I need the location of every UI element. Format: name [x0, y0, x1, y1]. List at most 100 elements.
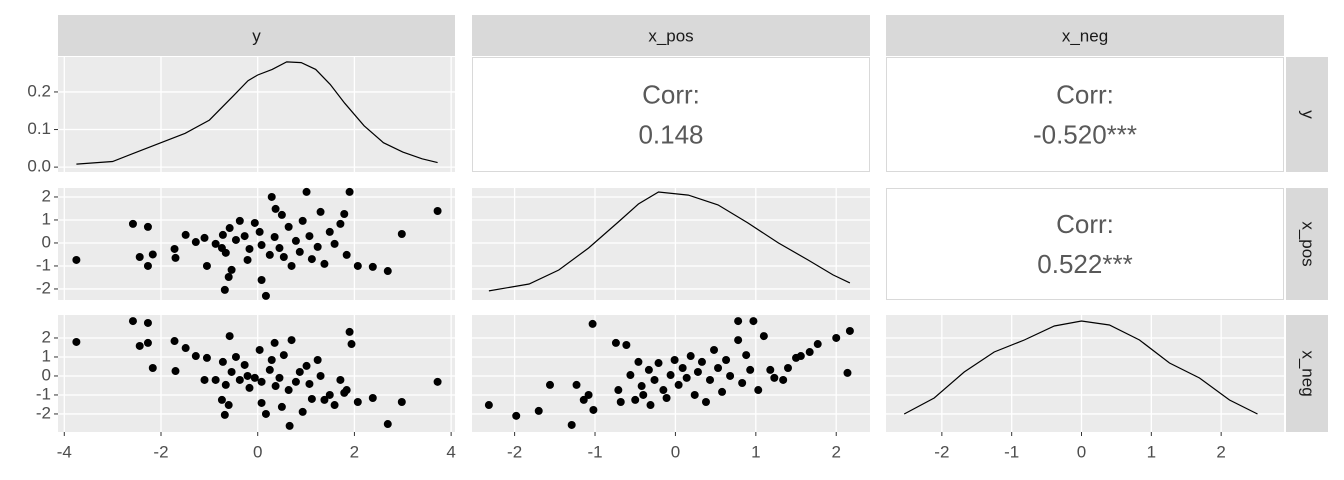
point [631, 395, 640, 404]
point [265, 250, 274, 259]
point [135, 252, 144, 261]
x-tick-label: -2 [153, 442, 168, 461]
y-tick-label: 0.0 [27, 157, 51, 176]
panel [886, 188, 1284, 300]
point [659, 386, 668, 395]
point [340, 209, 349, 218]
point [191, 352, 200, 361]
point [313, 242, 322, 251]
point [148, 363, 157, 372]
point [639, 390, 648, 399]
point [316, 371, 325, 380]
point [143, 318, 152, 327]
point [567, 420, 576, 429]
strip-label: y [252, 26, 261, 45]
point [211, 239, 220, 248]
point [72, 255, 81, 264]
point [267, 192, 276, 201]
x-tick-label: -1 [587, 442, 602, 461]
point [783, 363, 792, 372]
point [572, 380, 581, 389]
panel [886, 315, 1284, 432]
point [512, 411, 521, 420]
x-tick-label: 0 [253, 442, 262, 461]
point [433, 377, 442, 386]
point [654, 359, 663, 368]
point [738, 378, 747, 387]
point [284, 386, 293, 395]
point [397, 397, 406, 406]
point [240, 232, 249, 241]
point [316, 207, 325, 216]
point [291, 377, 300, 386]
point [320, 395, 329, 404]
point [701, 397, 710, 406]
y-tick-label: -1 [36, 384, 51, 403]
point [302, 187, 311, 196]
panel [58, 57, 455, 172]
point [330, 401, 339, 410]
point [353, 261, 362, 270]
point [397, 229, 406, 238]
point [270, 232, 279, 241]
point [220, 285, 229, 294]
point [813, 340, 822, 349]
point [383, 267, 392, 276]
corr-label: Corr: [642, 79, 700, 109]
point [257, 377, 266, 386]
point [759, 332, 768, 341]
point [330, 239, 339, 248]
strip [1286, 57, 1328, 172]
point [200, 233, 209, 242]
point [245, 244, 254, 253]
y-tick-label: 2 [42, 186, 51, 205]
point [634, 357, 643, 366]
y-tick-label: -2 [36, 278, 51, 297]
point [170, 337, 179, 346]
point [275, 373, 284, 382]
point [235, 216, 244, 225]
point [705, 375, 714, 384]
x-tick-label: 2 [831, 442, 840, 461]
x-tick-label: 0 [1077, 442, 1086, 461]
point [250, 373, 259, 382]
point [779, 375, 788, 384]
point [368, 262, 377, 271]
point [224, 401, 233, 410]
point [211, 375, 220, 384]
panel [58, 188, 455, 300]
x-tick-label: -2 [507, 442, 522, 461]
point [231, 352, 240, 361]
point [135, 341, 144, 350]
point [298, 216, 307, 225]
point [267, 356, 276, 365]
point [714, 363, 723, 372]
point [225, 224, 234, 233]
point [545, 380, 554, 389]
point [257, 275, 266, 284]
point [285, 421, 294, 430]
point [181, 230, 190, 239]
point [218, 357, 227, 366]
panel [472, 57, 870, 172]
point [710, 345, 719, 354]
x-tick-label: 2 [1216, 442, 1225, 461]
point [271, 204, 280, 213]
point [295, 367, 304, 376]
point [433, 206, 442, 215]
point [225, 332, 234, 341]
point [353, 397, 362, 406]
point [579, 395, 588, 404]
point [336, 375, 345, 384]
point [231, 235, 240, 244]
point [325, 227, 334, 236]
point [279, 351, 288, 360]
point [171, 253, 180, 262]
point [534, 406, 543, 415]
point [325, 390, 334, 399]
point [257, 241, 266, 250]
point [345, 187, 354, 196]
point [235, 375, 244, 384]
point [243, 371, 252, 380]
